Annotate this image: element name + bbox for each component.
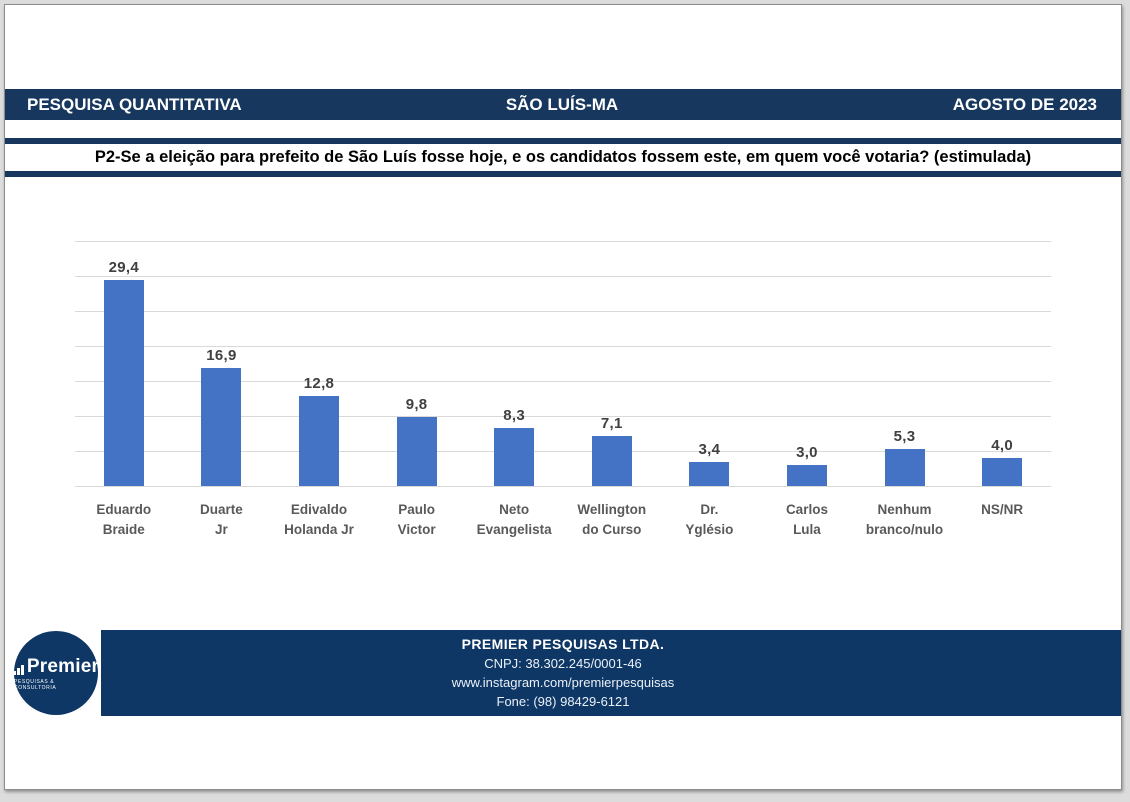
report-header-bar: PESQUISA QUANTITATIVA SÃO LUÍS-MA AGOSTO… [5,89,1121,120]
bar-value-label: 3,4 [698,441,721,459]
logo-row: Premier [12,655,100,678]
category-label: Edivaldo Holanda Jr [284,502,354,538]
bar-value-label: 3,0 [796,444,818,461]
footer-text-block: PREMIER PESQUISAS LTDA. CNPJ: 38.302.245… [5,634,1121,712]
bar [689,462,730,486]
chart-column: 3,4 [661,241,759,486]
footer-phone: Fone: (98) 98429-6121 [496,693,630,709]
bar-value-label: 5,3 [893,427,916,445]
gridline [75,415,1051,417]
gridline [75,310,1051,312]
question-text: P2-Se a eleição para prefeito de São Luí… [94,148,1032,166]
report-page: PESQUISA QUANTITATIVA SÃO LUÍS-MA AGOSTO… [4,4,1122,790]
gridline [75,345,1051,347]
header-city: SÃO LUÍS-MA [505,94,619,114]
premier-logo: Premier PESQUISAS & CONSULTORIA [12,631,100,715]
header-date: AGOSTO DE 2023 [952,94,1098,114]
chart-bars-container: 29,4 16,9 12,8 9,8 8,3 7,1 3,4 3,0 5,3 4,0 [75,241,1051,486]
category-label: Eduardo Braide [96,502,152,538]
bar-value-label: 4,0 [991,437,1014,454]
gridline [75,450,1051,452]
bar-chart-plot-area: 29,4 16,9 12,8 9,8 8,3 7,1 3,4 3,0 5,3 4,0 [75,240,1051,487]
chart-column: 8,3 [465,241,563,486]
bar-value-label: 12,8 [303,375,335,393]
chart-column: 9,8 [368,241,466,486]
bar [591,436,632,486]
logo-tagline: PESQUISAS & CONSULTORIA [14,678,57,691]
bar-value-label: 29,4 [108,259,139,277]
bar [103,280,144,486]
bar-value-label: 9,8 [405,396,428,414]
chart-column: 4,0 [953,241,1051,486]
gridline [75,240,1051,242]
bar-value-label: 7,1 [600,415,623,433]
logo-wordmark: Premier [26,655,100,677]
bar-value-label: 8,3 [503,406,526,424]
question-banner-bottom-stripe [5,171,1121,177]
gridline [75,485,1051,487]
bar [884,448,925,486]
bar-value-label: 16,9 [206,346,237,364]
bar [786,465,827,486]
question-banner: P2-Se a eleição para prefeito de São Luí… [5,144,1121,171]
bar [298,396,339,486]
category-label: Neto Evangelista [476,502,552,538]
footer-instagram: www.instagram.com/premierpesquisas [451,675,675,691]
bar [396,417,437,486]
footer-company-name: PREMIER PESQUISAS LTDA. [461,636,665,652]
chart-column: 16,9 [173,241,271,486]
footer-bar [101,630,1121,716]
gridline [75,275,1051,277]
category-label: Wellington do Curso [577,502,647,538]
chart-category-axis: Eduardo Braide Duarte Jr Edivaldo Holanda … [75,500,1051,541]
category-label: Dr. Yglésio [685,502,734,538]
category-label: Paulo Victor [397,502,436,538]
chart-column: 5,3 [856,241,954,486]
chart-column: 29,4 [75,241,173,486]
category-label: Duarte Jr [200,502,243,538]
gridline [75,380,1051,382]
question-banner-top-stripe [5,138,1121,144]
category-label: Carlos Lula [785,502,828,538]
chart-column: 3,0 [758,241,856,486]
category-label: NS/NR [981,502,1024,517]
category-label: Nenhum branco/nulo [865,502,944,538]
chart-gridlines [75,240,1051,487]
bar-chart-icon [12,664,25,675]
header-survey-type: PESQUISA QUANTITATIVA [27,94,242,114]
bar [201,367,242,486]
footer-cnpj: CNPJ: 38.302.245/0001-46 [484,656,642,672]
bar [494,427,535,486]
bar [982,458,1023,486]
chart-column: 7,1 [563,241,661,486]
chart-column: 12,8 [270,241,368,486]
